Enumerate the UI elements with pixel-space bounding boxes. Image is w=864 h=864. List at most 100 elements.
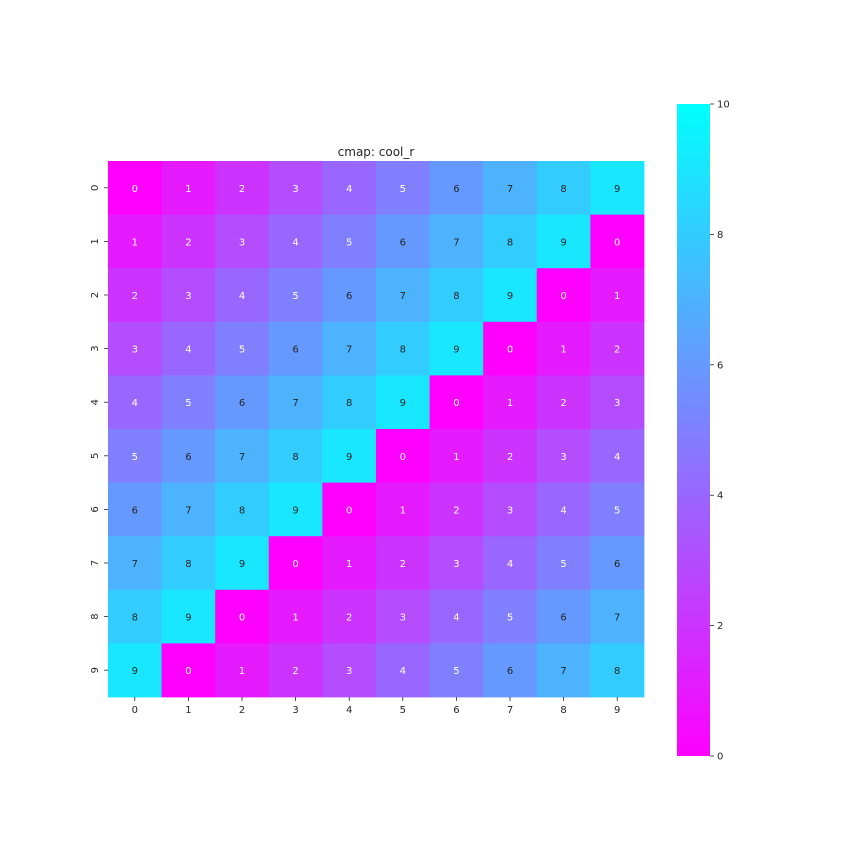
cell-value-label: 0	[132, 184, 138, 195]
cell-value-label: 3	[453, 559, 459, 570]
cell-value-label: 5	[132, 452, 138, 463]
cell-value-label: 4	[185, 345, 191, 356]
cell-value-label: 0	[346, 505, 352, 516]
cell-value-label: 7	[453, 237, 459, 248]
heatmap-cell	[215, 214, 270, 269]
cell-value-label: 2	[185, 237, 191, 248]
heatmap-cell	[108, 375, 162, 430]
cell-value-label: 6	[560, 613, 566, 624]
x-tick-label: 5	[400, 705, 406, 716]
x-tick-label: 0	[132, 705, 138, 716]
cell-value-label: 4	[346, 184, 352, 195]
heatmap-cell	[483, 161, 538, 215]
cell-value-label: 2	[292, 666, 298, 677]
y-tick-label: 7	[90, 560, 101, 566]
heatmap-cell	[268, 589, 323, 644]
cell-value-label: 2	[560, 398, 566, 409]
cell-value-label: 0	[292, 559, 298, 570]
cell-value-label: 0	[239, 613, 245, 624]
cell-value-label: 1	[239, 666, 245, 677]
x-tick-label: 2	[239, 705, 245, 716]
heatmap-cell	[268, 482, 323, 537]
cell-value-label: 5	[185, 398, 191, 409]
x-tick-label: 7	[507, 705, 513, 716]
cell-value-label: 9	[185, 613, 191, 624]
heatmap-cell	[590, 589, 645, 644]
heatmap-cell	[590, 375, 645, 430]
cell-value-label: 8	[292, 452, 298, 463]
cell-value-label: 4	[614, 452, 620, 463]
heatmap-cell	[376, 214, 430, 269]
cell-value-label: 4	[132, 398, 138, 409]
heatmap-cell	[108, 482, 162, 537]
cell-value-label: 6	[453, 184, 459, 195]
y-tick-label: 1	[90, 238, 101, 244]
cell-value-label: 5	[614, 505, 620, 516]
heatmap-cell	[161, 589, 216, 644]
cell-value-label: 3	[346, 666, 352, 677]
cell-value-label: 1	[292, 613, 298, 624]
cell-value-label: 9	[400, 398, 406, 409]
heatmap-cell	[322, 375, 377, 430]
heatmap-cell	[215, 643, 270, 698]
heatmap-cell	[108, 161, 162, 215]
cell-value-label: 3	[132, 345, 138, 356]
heatmap-cell	[215, 268, 270, 323]
cell-value-label: 2	[614, 345, 620, 356]
heatmap-cell	[161, 375, 216, 430]
heatmap-cell	[322, 429, 377, 483]
colorbar-ticks: 0 2 4 6 8 10	[710, 100, 730, 763]
cell-value-label: 6	[346, 291, 352, 302]
heatmap-cell	[429, 161, 484, 215]
cell-value-label: 5	[400, 184, 406, 195]
cell-value-label: 6	[185, 452, 191, 463]
cell-value-label: 7	[560, 666, 566, 677]
cell-value-label: 8	[400, 345, 406, 356]
heatmap-cell	[483, 375, 538, 430]
heatmap-cell	[161, 161, 216, 215]
heatmap-cell	[268, 161, 323, 215]
colorbar-tick-label: 10	[717, 100, 730, 111]
heatmap-cell	[536, 536, 591, 591]
cell-value-label: 4	[507, 559, 513, 570]
cell-value-label: 7	[507, 184, 513, 195]
cell-value-label: 2	[346, 613, 352, 624]
heatmap-cell	[268, 429, 323, 483]
heatmap-cell	[429, 643, 484, 698]
heatmap-cell	[429, 375, 484, 430]
x-tick-label: 6	[453, 705, 459, 716]
heatmap-cell	[590, 482, 645, 537]
cell-value-label: 5	[346, 237, 352, 248]
colorbar-tick-label: 2	[717, 621, 723, 632]
x-tick-label: 8	[560, 705, 566, 716]
cell-value-label: 0	[507, 345, 513, 356]
heatmap-cell	[268, 375, 323, 430]
y-tick-label: 4	[90, 399, 101, 405]
heatmap-cell	[322, 161, 377, 215]
cell-value-label: 3	[185, 291, 191, 302]
cell-value-label: 7	[239, 452, 245, 463]
cell-value-label: 3	[614, 398, 620, 409]
heatmap-cell	[376, 429, 430, 483]
heatmap-cell	[483, 536, 538, 591]
heatmap-cell	[590, 536, 645, 591]
x-axis-ticks: 0 1 2 3 4 5 6 7 8 9	[132, 697, 620, 716]
heatmap-cell	[536, 482, 591, 537]
cell-value-label: 8	[453, 291, 459, 302]
heatmap-cell	[108, 429, 162, 483]
heatmap-cell	[322, 482, 377, 537]
chart-title: cmap: cool_r	[338, 145, 415, 159]
heatmap-cell	[161, 643, 216, 698]
heatmap-cell	[483, 268, 538, 323]
heatmap-cell	[376, 536, 430, 591]
cell-value-label: 9	[239, 559, 245, 570]
heatmap-cell	[536, 429, 591, 483]
cell-value-label: 0	[560, 291, 566, 302]
cell-value-label: 7	[185, 505, 191, 516]
heatmap-cell	[322, 214, 377, 269]
cell-value-label: 7	[614, 613, 620, 624]
heatmap-cell	[429, 536, 484, 591]
cell-value-label: 5	[239, 345, 245, 356]
cell-value-label: 0	[400, 452, 406, 463]
heatmap-cell	[268, 643, 323, 698]
